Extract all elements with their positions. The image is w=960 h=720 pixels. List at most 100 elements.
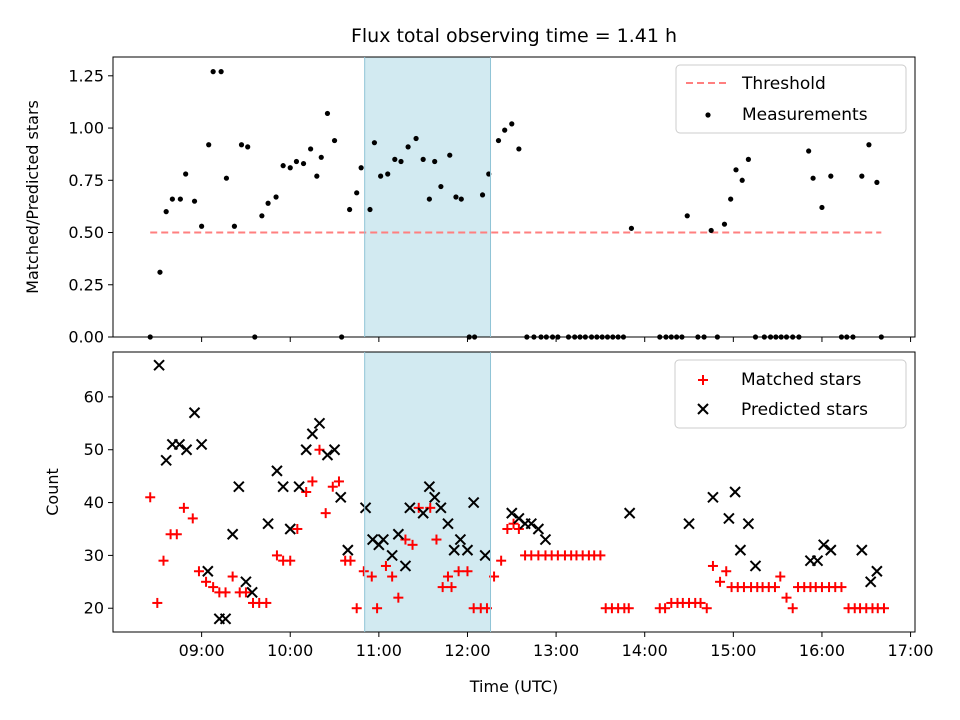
matched-point [178,502,189,513]
measurement-point [210,69,216,75]
matched-point [496,555,507,566]
count-y-ticks: 20 30 40 50 60 [84,387,113,618]
matched-point [327,481,338,492]
matched-point [508,518,519,529]
x-tick-label: 09:00 [179,641,225,660]
matched-point [152,597,163,608]
matched-point [366,571,377,582]
y-tick-label: 40 [84,493,104,512]
matched-point [707,560,718,571]
legend-matched-marker [698,375,708,385]
matched-point [380,560,391,571]
measurement-point [191,198,198,204]
predicted-point [539,533,552,546]
measurement-point [458,196,464,202]
predicted-point [461,544,474,556]
predicted-point [404,502,416,514]
predicted-point [707,491,719,503]
matched-point [836,582,847,593]
y-tick-label: 0.50 [68,223,104,242]
matched-point [595,550,606,561]
count-marks [145,359,889,625]
matched-point [171,529,182,540]
ratio-panel: 0.00 0.25 0.50 0.75 1.00 1.25 Flux total obse… [23,25,916,347]
predicted-point [417,507,429,519]
matched-point [220,587,231,598]
matched-point [775,571,786,582]
predicted-point [153,359,165,371]
predicted-point [749,560,762,572]
matched-point [285,555,296,566]
measurement-point [157,269,163,275]
measurement-point [819,204,825,211]
x-tick-label: 13:00 [533,641,579,660]
shaded-span [364,57,491,337]
measurement-point [516,146,522,152]
count-panel: 20 30 40 50 60 09:00 10:00 11:00 12:00 13:00 14:0… [43,351,934,696]
measurement-point [314,173,320,179]
x-tick-label: 16:00 [799,641,845,660]
measurement-point [259,213,265,219]
matched-point [431,534,442,545]
measurement-point [479,192,486,198]
y-tick-label: 0.25 [68,275,104,294]
predicted-point [423,481,436,493]
measurement-point [392,156,398,162]
predicted-point [399,560,412,572]
measurement-point [502,127,508,133]
predicted-point [219,613,232,625]
matched-point [446,582,457,593]
legend-threshold-label: Threshold [741,74,826,94]
predicted-point [467,496,480,509]
ratio-legend-box [675,64,907,134]
matched-point [878,603,889,614]
measurement-point [432,158,438,165]
predicted-point [262,517,274,530]
matched-point [513,523,524,534]
matched-point [345,555,356,566]
predicted-point [856,544,868,556]
legend-measurements-marker [705,112,711,118]
legend-predicted-label: Predicted stars [741,400,868,420]
matched-point [407,539,418,550]
measurement-point [318,154,324,160]
chart-title: Flux total observing time = 1.41 h [351,25,677,47]
measurement-point [331,137,338,144]
predicted-point [195,438,208,451]
measurement-point [413,135,419,142]
count-y-axis-label: Count [43,468,62,516]
x-tick-label: 14:00 [622,641,668,660]
y-tick-label: 0.00 [68,328,104,347]
predicted-point [342,544,354,556]
y-tick-label: 1.00 [68,119,104,138]
measurement-point [509,121,515,127]
predicted-point [160,454,172,467]
matched-point [193,566,204,577]
predicted-point [448,544,460,556]
predicted-point [623,507,636,519]
measurement-point [708,227,714,234]
matched-point [400,534,411,545]
predicted-point [428,491,441,503]
y-tick-label: 0.75 [68,171,104,190]
matched-point [158,555,169,566]
predicted-point [532,523,545,535]
y-tick-label: 30 [84,546,104,565]
measurement-point [806,148,812,154]
measurement-point [169,196,175,202]
matched-point [372,603,383,614]
x-tick-label: 17:00 [888,641,934,660]
x-tick-label: 12:00 [444,641,490,660]
predicted-point [202,565,214,577]
predicted-point [392,528,405,540]
measurement-point [238,142,245,148]
matched-point [271,550,282,561]
count-legend: Matched stars Predicted stars [674,359,907,429]
measurement-point [273,194,279,200]
predicted-point [377,533,389,546]
count-legend-box [674,359,907,429]
predicted-point [335,491,347,503]
predicted-point [729,486,741,498]
matched-point [201,576,212,587]
